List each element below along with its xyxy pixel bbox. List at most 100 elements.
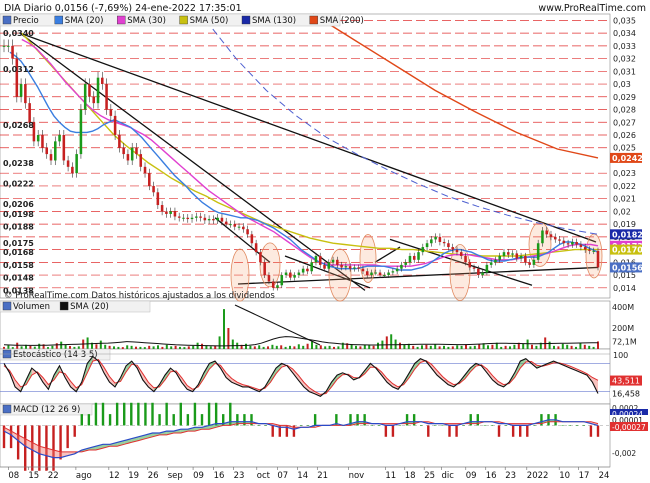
series-sma20 xyxy=(9,51,599,271)
price-candle xyxy=(566,243,570,245)
x-tick-label: 12 xyxy=(109,471,120,481)
macd-histogram-bar xyxy=(24,425,27,471)
macd-histogram-bar xyxy=(264,425,267,426)
volume-bar xyxy=(399,342,401,349)
volume-bar xyxy=(289,345,291,349)
price-candle xyxy=(259,252,262,263)
x-tick-label: 08 xyxy=(8,471,19,481)
chart-title: DIA Diario 0,0156 (-7,69%) 24-ene-2022 1… xyxy=(4,3,242,14)
volume-bar xyxy=(275,345,278,349)
x-tick-label: 17 xyxy=(579,471,590,481)
volume-bar xyxy=(161,346,164,349)
volume-bar xyxy=(350,344,353,349)
stoch-badge-bg xyxy=(610,388,642,399)
stoch-fill xyxy=(164,368,171,380)
price-candle xyxy=(553,236,557,240)
x-tick-label: 16 xyxy=(486,471,497,481)
macd-panel xyxy=(0,403,611,468)
price-candle xyxy=(412,255,416,260)
stoch-fill xyxy=(309,387,315,394)
volume-bar xyxy=(421,345,423,349)
price-grid xyxy=(0,20,610,289)
price-candle xyxy=(455,249,459,253)
price-legend: Precio SMA (20) SMA (30) SMA (50) SMA (130) S… xyxy=(0,13,364,27)
macd-histogram-bar xyxy=(448,425,451,437)
price-candle xyxy=(92,96,96,104)
macd-histogram-bar xyxy=(405,414,409,426)
volume-bar xyxy=(20,346,23,349)
price-candle xyxy=(314,255,318,263)
legend-item: SMA (20) xyxy=(59,301,109,312)
macd-histogram-bar xyxy=(349,414,352,426)
volume-bar xyxy=(456,345,459,349)
stoch-fill xyxy=(292,369,299,380)
price-candle xyxy=(485,264,489,273)
legend-label: Estocástico (14 3 5) xyxy=(13,350,98,360)
price-candle xyxy=(459,252,463,256)
x-tick-label: 07 xyxy=(277,471,288,481)
macd-histogram-bar xyxy=(165,402,168,426)
volume-bar xyxy=(460,345,463,349)
macd-histogram-bar xyxy=(476,414,479,426)
macd-histogram-bar xyxy=(257,425,260,426)
macd-histogram-bar xyxy=(504,425,508,426)
x-tick-label: 14 xyxy=(297,471,308,481)
legend-swatch xyxy=(2,15,12,25)
volume-bar xyxy=(346,343,349,349)
price-candle xyxy=(195,216,198,218)
stoch-fill xyxy=(203,363,210,379)
price-candle xyxy=(54,141,57,161)
stoch-fill xyxy=(464,368,471,379)
price-y-tick: 0,032 xyxy=(613,55,636,64)
price-candle xyxy=(130,147,134,161)
macd-histogram-bar xyxy=(596,425,600,437)
volume-bar xyxy=(385,336,388,349)
volume-bar xyxy=(482,343,485,349)
price-candle xyxy=(494,259,497,263)
price-candle xyxy=(71,166,74,174)
volume-bar xyxy=(583,344,586,349)
macd-histogram-bar xyxy=(278,425,281,437)
price-candle xyxy=(96,77,100,104)
macd-line xyxy=(3,419,599,459)
stoch-fill xyxy=(414,358,421,370)
price-y-tick: 0,026 xyxy=(613,131,636,140)
x-tick-label: 19 xyxy=(128,471,139,481)
price-y-tick: 0,015 xyxy=(613,271,636,280)
price-candle xyxy=(442,241,446,244)
price-candle xyxy=(408,255,412,263)
price-level-label: 0,0222 xyxy=(3,179,34,188)
stoch-y-tick: 100 xyxy=(613,351,628,360)
macd-histogram-bar xyxy=(511,425,515,437)
price-candle xyxy=(545,230,548,235)
price-candle xyxy=(169,211,172,214)
macd-fill xyxy=(124,438,132,445)
price-candle xyxy=(118,134,121,148)
volume-bar xyxy=(126,345,129,349)
price-level-label: 0,0175 xyxy=(3,239,34,248)
price-candle xyxy=(135,147,138,155)
price-candle xyxy=(212,219,215,221)
price-candle xyxy=(267,275,271,282)
volume-bar xyxy=(135,346,137,349)
trendline xyxy=(389,238,533,286)
legend-swatch xyxy=(2,404,12,414)
stoch-fill xyxy=(331,375,338,387)
price-candle xyxy=(541,230,544,244)
macd-y-tick: 0,00001 xyxy=(612,416,643,425)
price-candle xyxy=(7,45,10,47)
volume-bar xyxy=(302,345,305,349)
price-candle xyxy=(79,109,83,155)
x-tick-label: 09 xyxy=(193,471,204,481)
price-candle xyxy=(49,154,53,161)
macd-histogram-bar xyxy=(356,414,359,426)
volume-bar xyxy=(139,346,142,349)
legend-label: SMA (130) xyxy=(252,16,296,26)
price-candle xyxy=(370,272,373,276)
x-tick-label: 11 xyxy=(385,471,396,481)
macd-y-tick: 0,00024 xyxy=(612,410,643,419)
volume-bar xyxy=(566,344,569,349)
macd-histogram-bar xyxy=(335,414,338,426)
price-candle xyxy=(83,84,87,110)
price-candle xyxy=(357,267,360,269)
